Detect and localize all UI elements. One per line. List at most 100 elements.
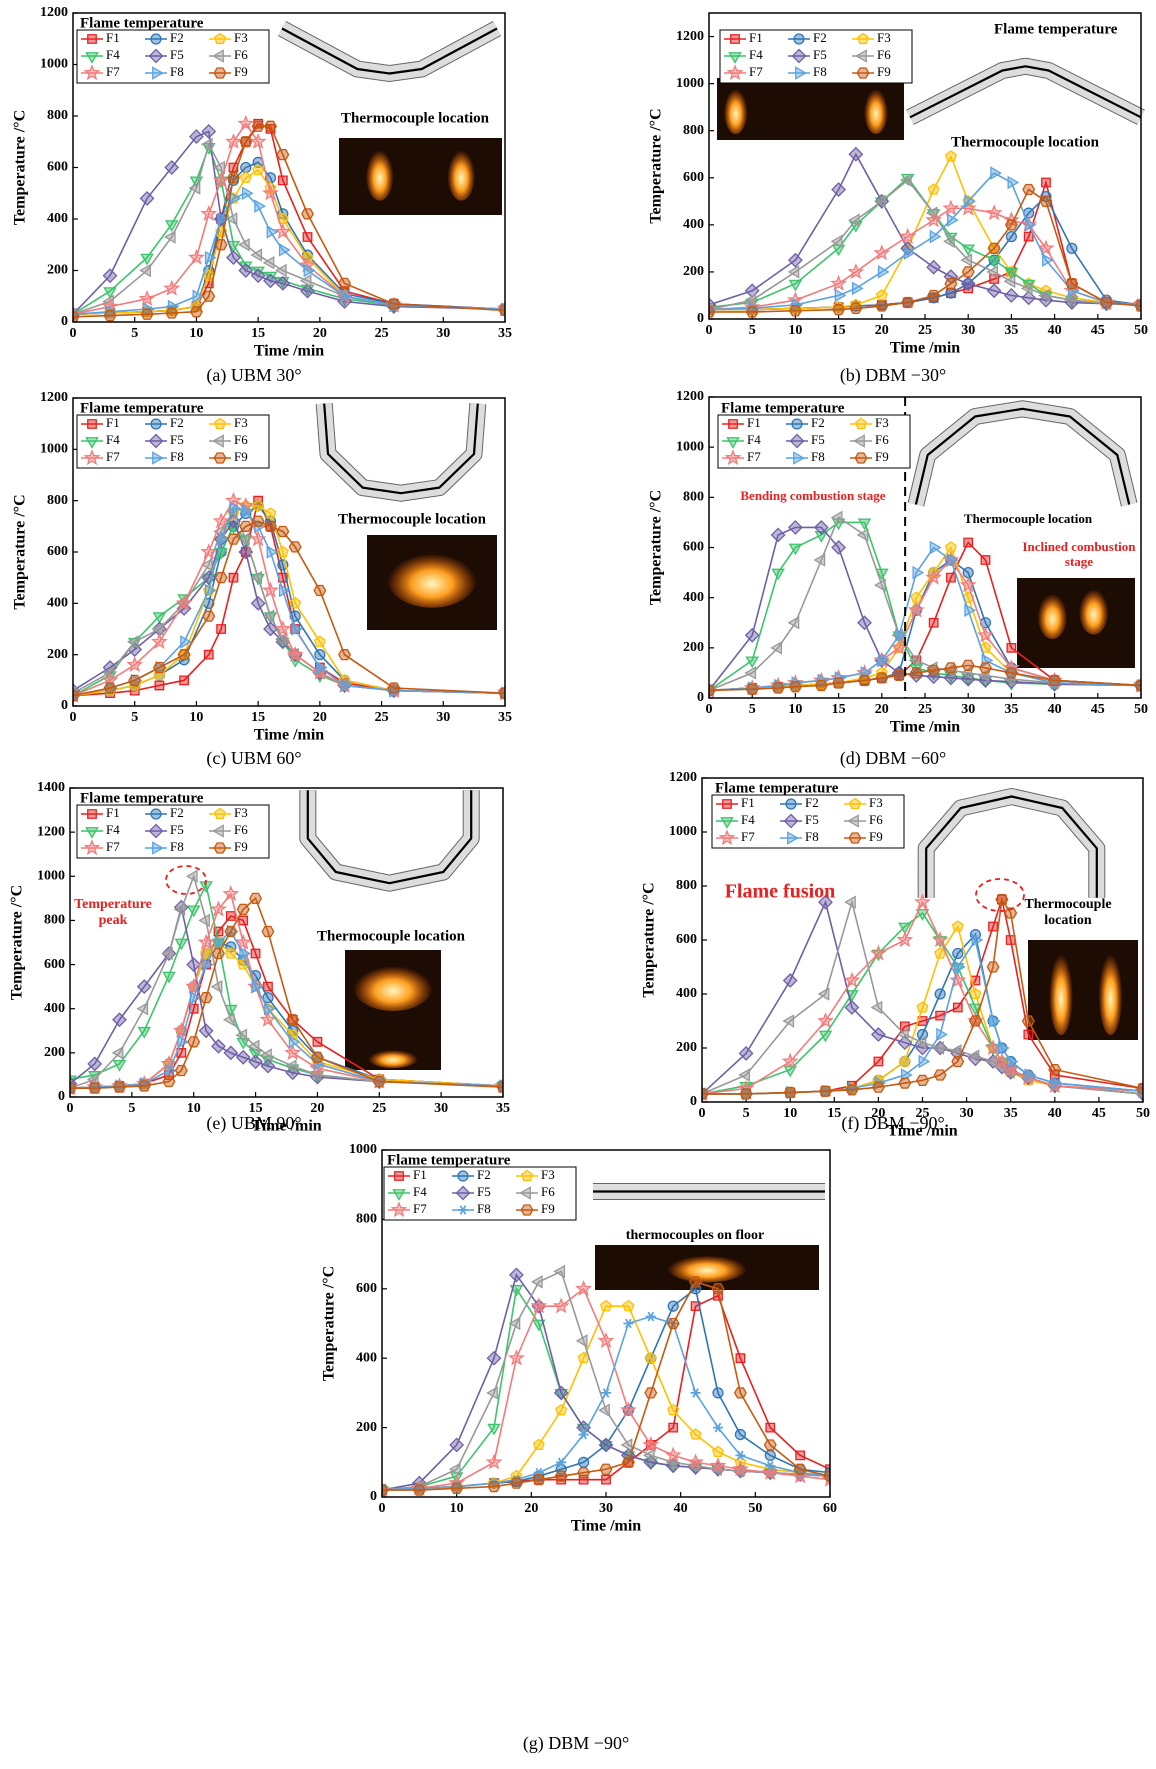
marker — [554, 1389, 568, 1401]
x-tick-label: 0 — [70, 710, 77, 725]
marker — [744, 283, 760, 299]
marker — [103, 309, 117, 322]
flame — [447, 144, 476, 201]
marker — [102, 268, 118, 284]
legend-label: F2 — [170, 30, 184, 45]
marker — [986, 283, 1002, 299]
caption: (g) DBM −90° — [523, 1733, 629, 1754]
marker — [204, 250, 217, 265]
x-tick-label: 10 — [189, 710, 203, 725]
x-tick-label: 20 — [875, 702, 889, 717]
photo — [1017, 578, 1135, 668]
marker — [961, 266, 975, 278]
x-tick-label: 30 — [960, 1106, 974, 1121]
legend-label: F5 — [805, 812, 819, 827]
legend-label: F8 — [477, 1201, 491, 1216]
panel: 0 200 400 600 800 1000 1200 0 5 10 15 20 25 30 35 40 45 5… — [641, 770, 1150, 1139]
marker — [553, 1385, 569, 1401]
annotation: Temperature peak — [74, 897, 152, 928]
annotation: Thermocouple location — [338, 511, 487, 527]
marker — [849, 797, 861, 810]
marker — [554, 1470, 568, 1482]
y-tick-label: 0 — [690, 1094, 697, 1109]
marker — [831, 540, 847, 555]
marker — [152, 451, 164, 465]
marker — [712, 1387, 724, 1399]
marker — [787, 615, 800, 630]
marker — [210, 979, 223, 994]
marker — [988, 921, 998, 932]
marker — [898, 1055, 911, 1067]
marker — [70, 1082, 77, 1094]
schematic-band — [908, 401, 1137, 507]
annotation: Thermocouple location — [951, 134, 1100, 150]
x-tick-label: 15 — [832, 702, 846, 717]
marker — [599, 1463, 613, 1475]
marker — [249, 530, 267, 547]
legend-box — [76, 804, 270, 859]
x-tick-label: 50 — [748, 1501, 762, 1516]
marker — [214, 807, 226, 820]
marker — [947, 553, 959, 567]
marker — [709, 1456, 727, 1473]
marker — [1020, 281, 1033, 296]
y-axis-label: Temperature /°C — [12, 110, 29, 225]
y-tick-label: 800 — [683, 490, 704, 505]
marker — [250, 570, 263, 585]
marker — [284, 1044, 302, 1060]
marker — [237, 496, 255, 513]
marker — [487, 1480, 501, 1493]
marker — [236, 903, 250, 916]
marker — [720, 817, 734, 829]
legend-label: F6 — [234, 822, 248, 837]
marker — [197, 933, 215, 950]
x-tick-label: 5 — [743, 1106, 750, 1121]
schematic-band — [278, 21, 501, 81]
legend-label: F8 — [170, 449, 184, 464]
marker — [340, 678, 353, 693]
legend-label: F3 — [541, 1167, 555, 1182]
legend-label: F4 — [106, 822, 120, 837]
marker — [644, 1387, 658, 1399]
marker — [148, 48, 164, 64]
marker — [192, 289, 205, 304]
marker — [849, 302, 863, 315]
marker — [186, 905, 201, 918]
marker — [455, 1185, 471, 1201]
marker — [201, 124, 217, 139]
marker — [314, 649, 326, 661]
marker — [176, 1047, 187, 1058]
x-tick-label: 45 — [1092, 1106, 1106, 1121]
marker — [275, 275, 291, 291]
marker — [225, 911, 236, 921]
marker — [87, 1056, 103, 1072]
y-tick-label: 1200 — [676, 29, 704, 44]
legend-label: F4 — [747, 432, 761, 447]
marker — [668, 1422, 679, 1433]
marker — [877, 265, 890, 279]
marker — [1004, 268, 1019, 280]
marker — [899, 173, 912, 187]
marker — [251, 979, 264, 994]
marker — [834, 288, 847, 303]
marker — [745, 683, 759, 695]
marker — [103, 287, 117, 299]
marker — [533, 1467, 544, 1478]
flame — [365, 144, 394, 201]
marker — [148, 823, 164, 839]
marker — [485, 1453, 503, 1470]
x-tick-label: 25 — [375, 326, 389, 341]
legend-label: F8 — [805, 829, 819, 844]
marker — [202, 957, 214, 972]
marker — [239, 520, 253, 532]
marker — [266, 545, 279, 559]
marker — [726, 64, 744, 81]
marker — [620, 1401, 637, 1418]
marker — [843, 971, 861, 988]
x-tick-label: 30 — [436, 326, 450, 341]
y-tick-label: 800 — [676, 878, 697, 893]
marker — [175, 594, 193, 611]
marker — [787, 265, 800, 279]
legend-label: F5 — [813, 47, 827, 62]
marker — [211, 1038, 226, 1054]
